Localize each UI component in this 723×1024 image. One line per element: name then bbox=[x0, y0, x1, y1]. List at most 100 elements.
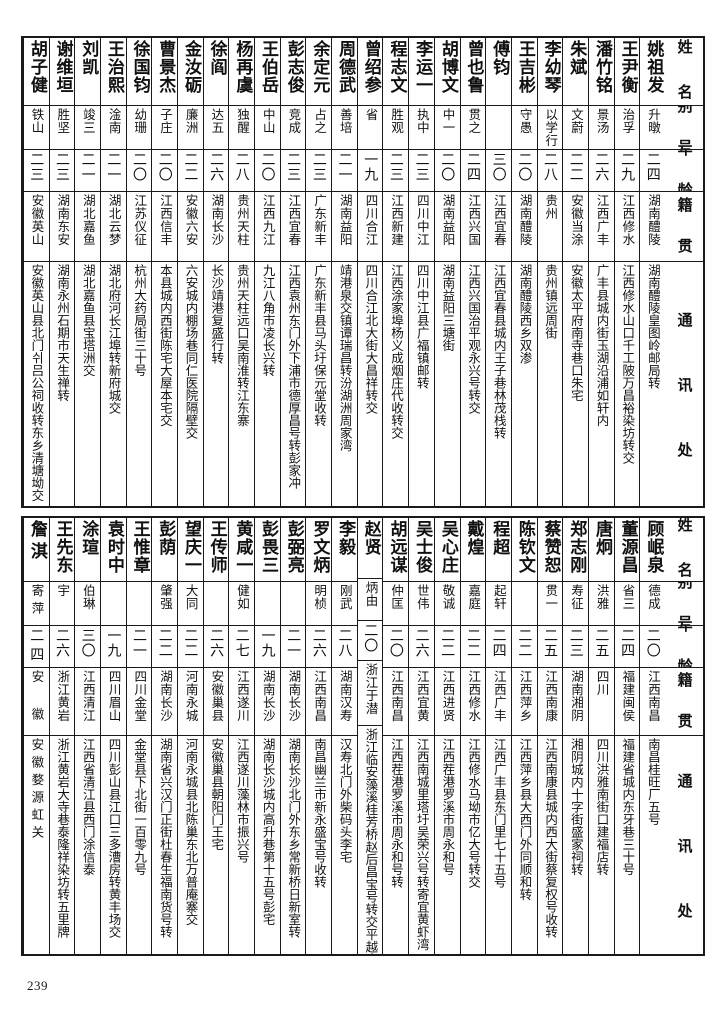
record-address-text: 汉寿北门外柴码头李宅 bbox=[337, 738, 353, 863]
record-alias: 中山 bbox=[255, 106, 280, 150]
record-origin: 江西进贤 bbox=[434, 668, 460, 736]
record-address: 福建省城内东牙巷三十号 bbox=[615, 736, 640, 954]
record-age-text: 二一 bbox=[105, 152, 122, 182]
record-alias-text: 子庄 bbox=[157, 108, 173, 134]
record-address-text: 江西宜春县城内王子巷林茂栈转 bbox=[491, 264, 507, 439]
record-origin-text: 江西南昌 bbox=[646, 670, 662, 722]
record-origin: 安徽英山 bbox=[23, 192, 49, 262]
record-age: 二四 bbox=[486, 626, 511, 668]
record-alias bbox=[126, 582, 152, 626]
record-address-text: 杭州大药局街三十号 bbox=[132, 264, 148, 377]
record-address: 南昌桂旺厂五号 bbox=[640, 736, 665, 954]
record-age-text: 二二 bbox=[464, 628, 481, 658]
record-address-text: 江西遂川藻林市振兴号 bbox=[234, 738, 250, 863]
record-age-text: 二二 bbox=[156, 628, 173, 658]
record-origin-text: 湖南益阳 bbox=[337, 194, 353, 246]
record-alias: 竣三 bbox=[75, 106, 100, 150]
record-age-text: 二三 bbox=[387, 152, 404, 182]
record-column: 李毅 刚武 二八 湖南汉寿 汉寿北门外柴码头李宅 bbox=[331, 518, 357, 954]
record-column: 徐国钧 幼珊 二〇 江苏仪征 杭州大药局街三十号 bbox=[125, 38, 152, 506]
record-address: 四川彭山县江口三多漕房转黄丰场交 bbox=[101, 736, 126, 954]
record-alias-text: 胜观 bbox=[389, 108, 405, 134]
record-name-text: 王伯岳 bbox=[258, 40, 278, 94]
record-name: 谢维垣 bbox=[49, 38, 75, 106]
record-name-text: 吴心庄 bbox=[437, 520, 458, 574]
record-age: 二二 bbox=[511, 626, 537, 668]
record-origin-text: 河南永城 bbox=[183, 670, 199, 722]
record-name: 潘竹铭 bbox=[588, 38, 614, 106]
record-address-text: 湖南长沙北门外东乡常新桥日新室转 bbox=[286, 738, 302, 938]
record-age: 二一 bbox=[126, 626, 152, 668]
record-column: 金汝砺 廉洲 二二 安徽六安 六安城内棚场巷同仁医院隔壁交 bbox=[176, 38, 203, 506]
record-name: 赵贤 bbox=[357, 518, 383, 579]
record-address-text: 湖北府河长江埠转新府城交 bbox=[106, 264, 122, 414]
record-origin: 贵州天柱 bbox=[229, 192, 254, 262]
column-headers: 姓 名别 号年 龄籍 贯通 讯 处 bbox=[665, 518, 703, 954]
record-origin: 湖南醴陵 bbox=[511, 192, 537, 262]
record-origin: 四川合江 bbox=[357, 192, 383, 262]
record-column: 吴士俊 世伟 二六 江西宜黄 江西南城里塔圩吴荣兴号转寄宜黄虾湾 bbox=[408, 518, 434, 954]
record-alias bbox=[255, 582, 280, 626]
record-alias-text: 嘉庭 bbox=[466, 584, 482, 610]
record-name: 罗文炳 bbox=[306, 518, 332, 582]
record-name-text: 余定元 bbox=[309, 40, 330, 94]
record-age-text: 二四 bbox=[490, 628, 507, 658]
record-age: 二六 bbox=[203, 626, 229, 668]
record-name: 彭荫 bbox=[152, 518, 177, 582]
record-origin-text: 四川中江 bbox=[414, 194, 430, 246]
record-alias-text: 治孚 bbox=[620, 108, 636, 134]
record-column: 杨再虞 独醒 二八 贵州天柱 贵州天柱远口吴南淮转江东寨 bbox=[228, 38, 254, 506]
record-name-text: 董源昌 bbox=[617, 520, 638, 574]
record-origin-text: 福建闽侯 bbox=[620, 670, 636, 722]
record-age: 一九 bbox=[255, 626, 280, 668]
record-origin-text: 湖南长沙 bbox=[209, 194, 225, 246]
record-age: 二五 bbox=[537, 626, 563, 668]
record-alias: 世伟 bbox=[409, 582, 434, 626]
record-alias-text: 竣三 bbox=[80, 108, 96, 134]
record-origin-text: 浙江黄岩 bbox=[55, 670, 71, 722]
record-alias: 幼珊 bbox=[126, 106, 152, 150]
record-column: 彭志俊 竞成 二三 江西宜春 江西袁州东门外下浦市德厚昌号转彭家冲 bbox=[279, 38, 306, 506]
record-name: 王治熙 bbox=[100, 38, 126, 106]
record-alias-text: 幼珊 bbox=[132, 108, 148, 134]
record-address-text: 江西茬港罗溪市周永和号 bbox=[440, 738, 456, 876]
record-column: 李幼琴 以学行 二八 贵州 贵州镇远周街 bbox=[536, 38, 563, 506]
record-origin-text: 江西广丰 bbox=[491, 670, 507, 722]
record-age: 二四 bbox=[460, 150, 486, 192]
record-address-text: 湖南省兴汉门正街杜春生福南货号转 bbox=[157, 738, 173, 938]
record-address: 江西南城里塔圩吴荣兴号转寄宜黄虾湾 bbox=[409, 736, 434, 954]
record-address-text: 湘阴城内十字街盛家祠转 bbox=[568, 738, 584, 876]
record-column: 郑志刚 寿征 二三 湖南湘阴 湘阴城内十字街盛家祠转 bbox=[562, 518, 588, 954]
record-alias: 独醒 bbox=[229, 106, 254, 150]
record-age: 二五 bbox=[588, 626, 614, 668]
record-address-text: 浙江临安藻溪桂芳桥赵后昌宝号转交平越庄 bbox=[363, 727, 379, 954]
header-alias: 别 号 bbox=[665, 582, 703, 626]
record-alias-text: 守愚 bbox=[517, 108, 533, 134]
record-address-text: 湖南醴陵西乡双渗 bbox=[517, 264, 533, 364]
record-origin: 江西修水 bbox=[614, 192, 640, 262]
record-column: 余定元 占之 二三 广东新丰 广东新丰县马头圩保元堂收转 bbox=[305, 38, 332, 506]
record-address: 江西遂川藻林市振兴号 bbox=[229, 736, 254, 954]
record-age-text: 二二 bbox=[182, 152, 199, 182]
record-address: 江西袁州东门外下浦市德厚昌号转彭家冲 bbox=[281, 262, 306, 506]
record-alias-text: 健如 bbox=[235, 584, 251, 610]
record-origin: 江西广丰 bbox=[588, 192, 614, 262]
record-address: 长沙靖港复盛行转 bbox=[204, 262, 229, 506]
record-alias-text: 洪雅 bbox=[594, 584, 610, 610]
record-alias bbox=[100, 582, 126, 626]
record-name-text: 李幼琴 bbox=[540, 40, 561, 94]
record-column: 唐炯 洪雅 二五 四川 四川洪雅南街口建福店转 bbox=[587, 518, 614, 954]
record-alias: 大同 bbox=[177, 582, 203, 626]
record-address: 江西涂家埠杨义成烟庄代收转交 bbox=[383, 262, 408, 506]
record-name-text: 郑志刚 bbox=[566, 520, 587, 574]
record-origin-text: 江西宜春 bbox=[491, 194, 507, 246]
record-age: 二四 bbox=[23, 626, 49, 668]
record-alias-text: 淦南 bbox=[106, 108, 122, 134]
record-address-text: 浙江黄岩大寺巷泰隆祥染坊转五里牌 bbox=[55, 738, 71, 938]
header-name-text: 姓 名 bbox=[675, 518, 694, 582]
record-name-text: 蔡赞恕 bbox=[540, 520, 561, 574]
record-origin: 湖南长沙 bbox=[280, 668, 306, 736]
record-origin: 江西遂川 bbox=[229, 668, 254, 736]
record-column: 吴心庄 敬诚 二二 江西进贤 江西茬港罗溪市周永和号 bbox=[433, 518, 460, 954]
record-origin-text: 湖南长沙 bbox=[286, 670, 302, 722]
